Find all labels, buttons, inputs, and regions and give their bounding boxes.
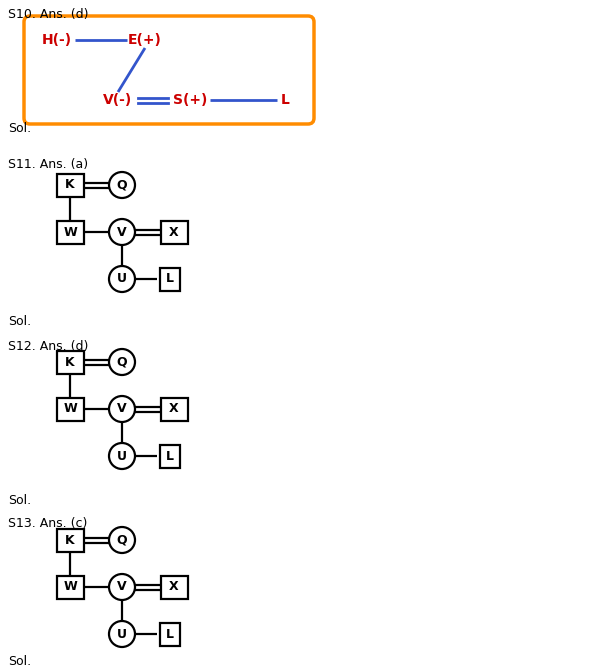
Text: W: W <box>63 225 77 239</box>
Text: S(+): S(+) <box>173 93 207 107</box>
FancyBboxPatch shape <box>57 173 83 197</box>
Text: S10. Ans. (d): S10. Ans. (d) <box>8 8 89 21</box>
Text: V(-): V(-) <box>104 93 133 107</box>
Text: X: X <box>169 403 179 415</box>
Text: Sol.: Sol. <box>8 494 31 507</box>
Text: Sol.: Sol. <box>8 122 31 135</box>
FancyBboxPatch shape <box>57 397 83 421</box>
Text: Q: Q <box>117 533 127 547</box>
Text: Q: Q <box>117 179 127 191</box>
FancyBboxPatch shape <box>57 575 83 599</box>
Text: S13. Ans. (c): S13. Ans. (c) <box>8 517 87 530</box>
Text: V: V <box>117 403 127 415</box>
Text: X: X <box>169 581 179 593</box>
FancyBboxPatch shape <box>24 16 314 124</box>
Text: V: V <box>117 581 127 593</box>
Text: S11. Ans. (a): S11. Ans. (a) <box>8 158 88 171</box>
FancyBboxPatch shape <box>159 268 180 290</box>
Text: K: K <box>65 179 75 191</box>
Circle shape <box>109 266 135 292</box>
Text: Q: Q <box>117 355 127 369</box>
Circle shape <box>109 219 135 245</box>
Text: L: L <box>281 93 289 107</box>
Text: U: U <box>117 272 127 286</box>
FancyBboxPatch shape <box>161 221 187 244</box>
FancyBboxPatch shape <box>159 622 180 646</box>
Circle shape <box>109 443 135 469</box>
Circle shape <box>109 349 135 375</box>
FancyBboxPatch shape <box>159 444 180 468</box>
Text: K: K <box>65 533 75 547</box>
FancyBboxPatch shape <box>57 351 83 373</box>
FancyBboxPatch shape <box>161 575 187 599</box>
Text: K: K <box>65 355 75 369</box>
Text: E(+): E(+) <box>128 33 162 47</box>
Text: Sol.: Sol. <box>8 655 31 668</box>
Text: L: L <box>166 450 174 462</box>
Text: W: W <box>63 581 77 593</box>
Circle shape <box>109 396 135 422</box>
Text: Sol.: Sol. <box>8 315 31 328</box>
FancyBboxPatch shape <box>161 397 187 421</box>
Text: V: V <box>117 225 127 239</box>
Text: X: X <box>169 225 179 239</box>
FancyBboxPatch shape <box>57 221 83 244</box>
Circle shape <box>109 574 135 600</box>
Text: H(-): H(-) <box>42 33 72 47</box>
Text: U: U <box>117 450 127 462</box>
Circle shape <box>109 172 135 198</box>
Text: S12. Ans. (d): S12. Ans. (d) <box>8 340 89 353</box>
Text: U: U <box>117 628 127 640</box>
Text: L: L <box>166 628 174 640</box>
FancyBboxPatch shape <box>57 529 83 551</box>
Text: W: W <box>63 403 77 415</box>
Text: L: L <box>166 272 174 286</box>
Circle shape <box>109 527 135 553</box>
Circle shape <box>109 621 135 647</box>
